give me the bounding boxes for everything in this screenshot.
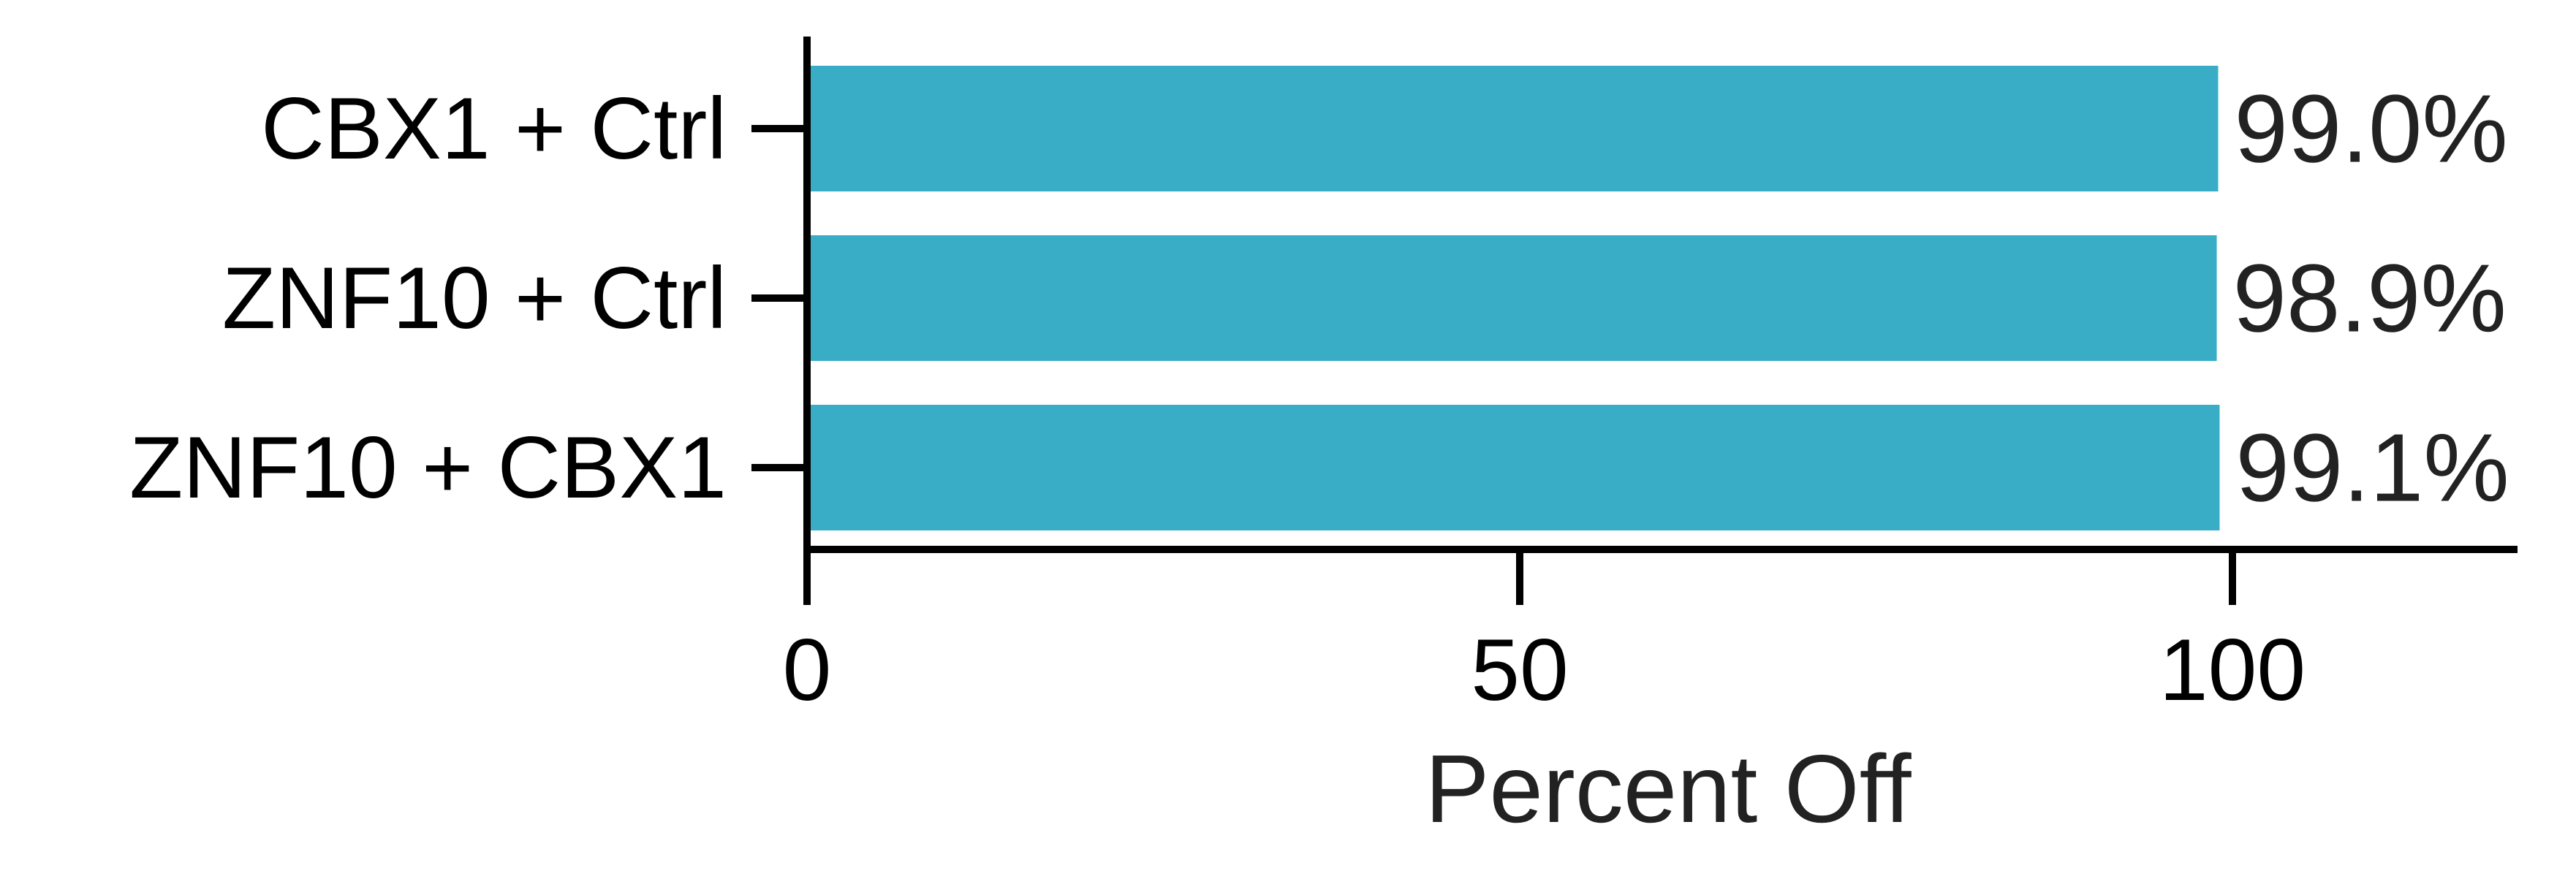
value-label-1: 99.0% xyxy=(2235,75,2508,183)
y-tick-label-1: CBX1 + Ctrl xyxy=(261,80,727,178)
y-tick-label-3: ZNF10 + CBX1 xyxy=(129,419,727,517)
x-axis-title: Percent Off xyxy=(1425,735,1912,842)
bar-3 xyxy=(807,405,2220,530)
y-ticks xyxy=(751,125,807,471)
value-labels: 99.0% 98.9% 99.1% xyxy=(2233,75,2509,522)
y-tick-labels: CBX1 + Ctrl ZNF10 + Ctrl ZNF10 + CBX1 xyxy=(129,80,727,517)
value-label-3: 99.1% xyxy=(2235,414,2509,522)
bar-2 xyxy=(807,235,2217,361)
bar-1 xyxy=(807,66,2219,191)
value-label-2: 98.9% xyxy=(2233,245,2507,352)
y-tick-label-2: ZNF10 + Ctrl xyxy=(222,249,727,347)
bars-layer xyxy=(807,66,2220,530)
x-ticks: 0 50 100 xyxy=(783,549,2306,719)
x-tick-label-3: 100 xyxy=(2159,621,2306,719)
x-tick-label-1: 0 xyxy=(783,621,832,719)
x-tick-label-2: 50 xyxy=(1471,621,1568,719)
